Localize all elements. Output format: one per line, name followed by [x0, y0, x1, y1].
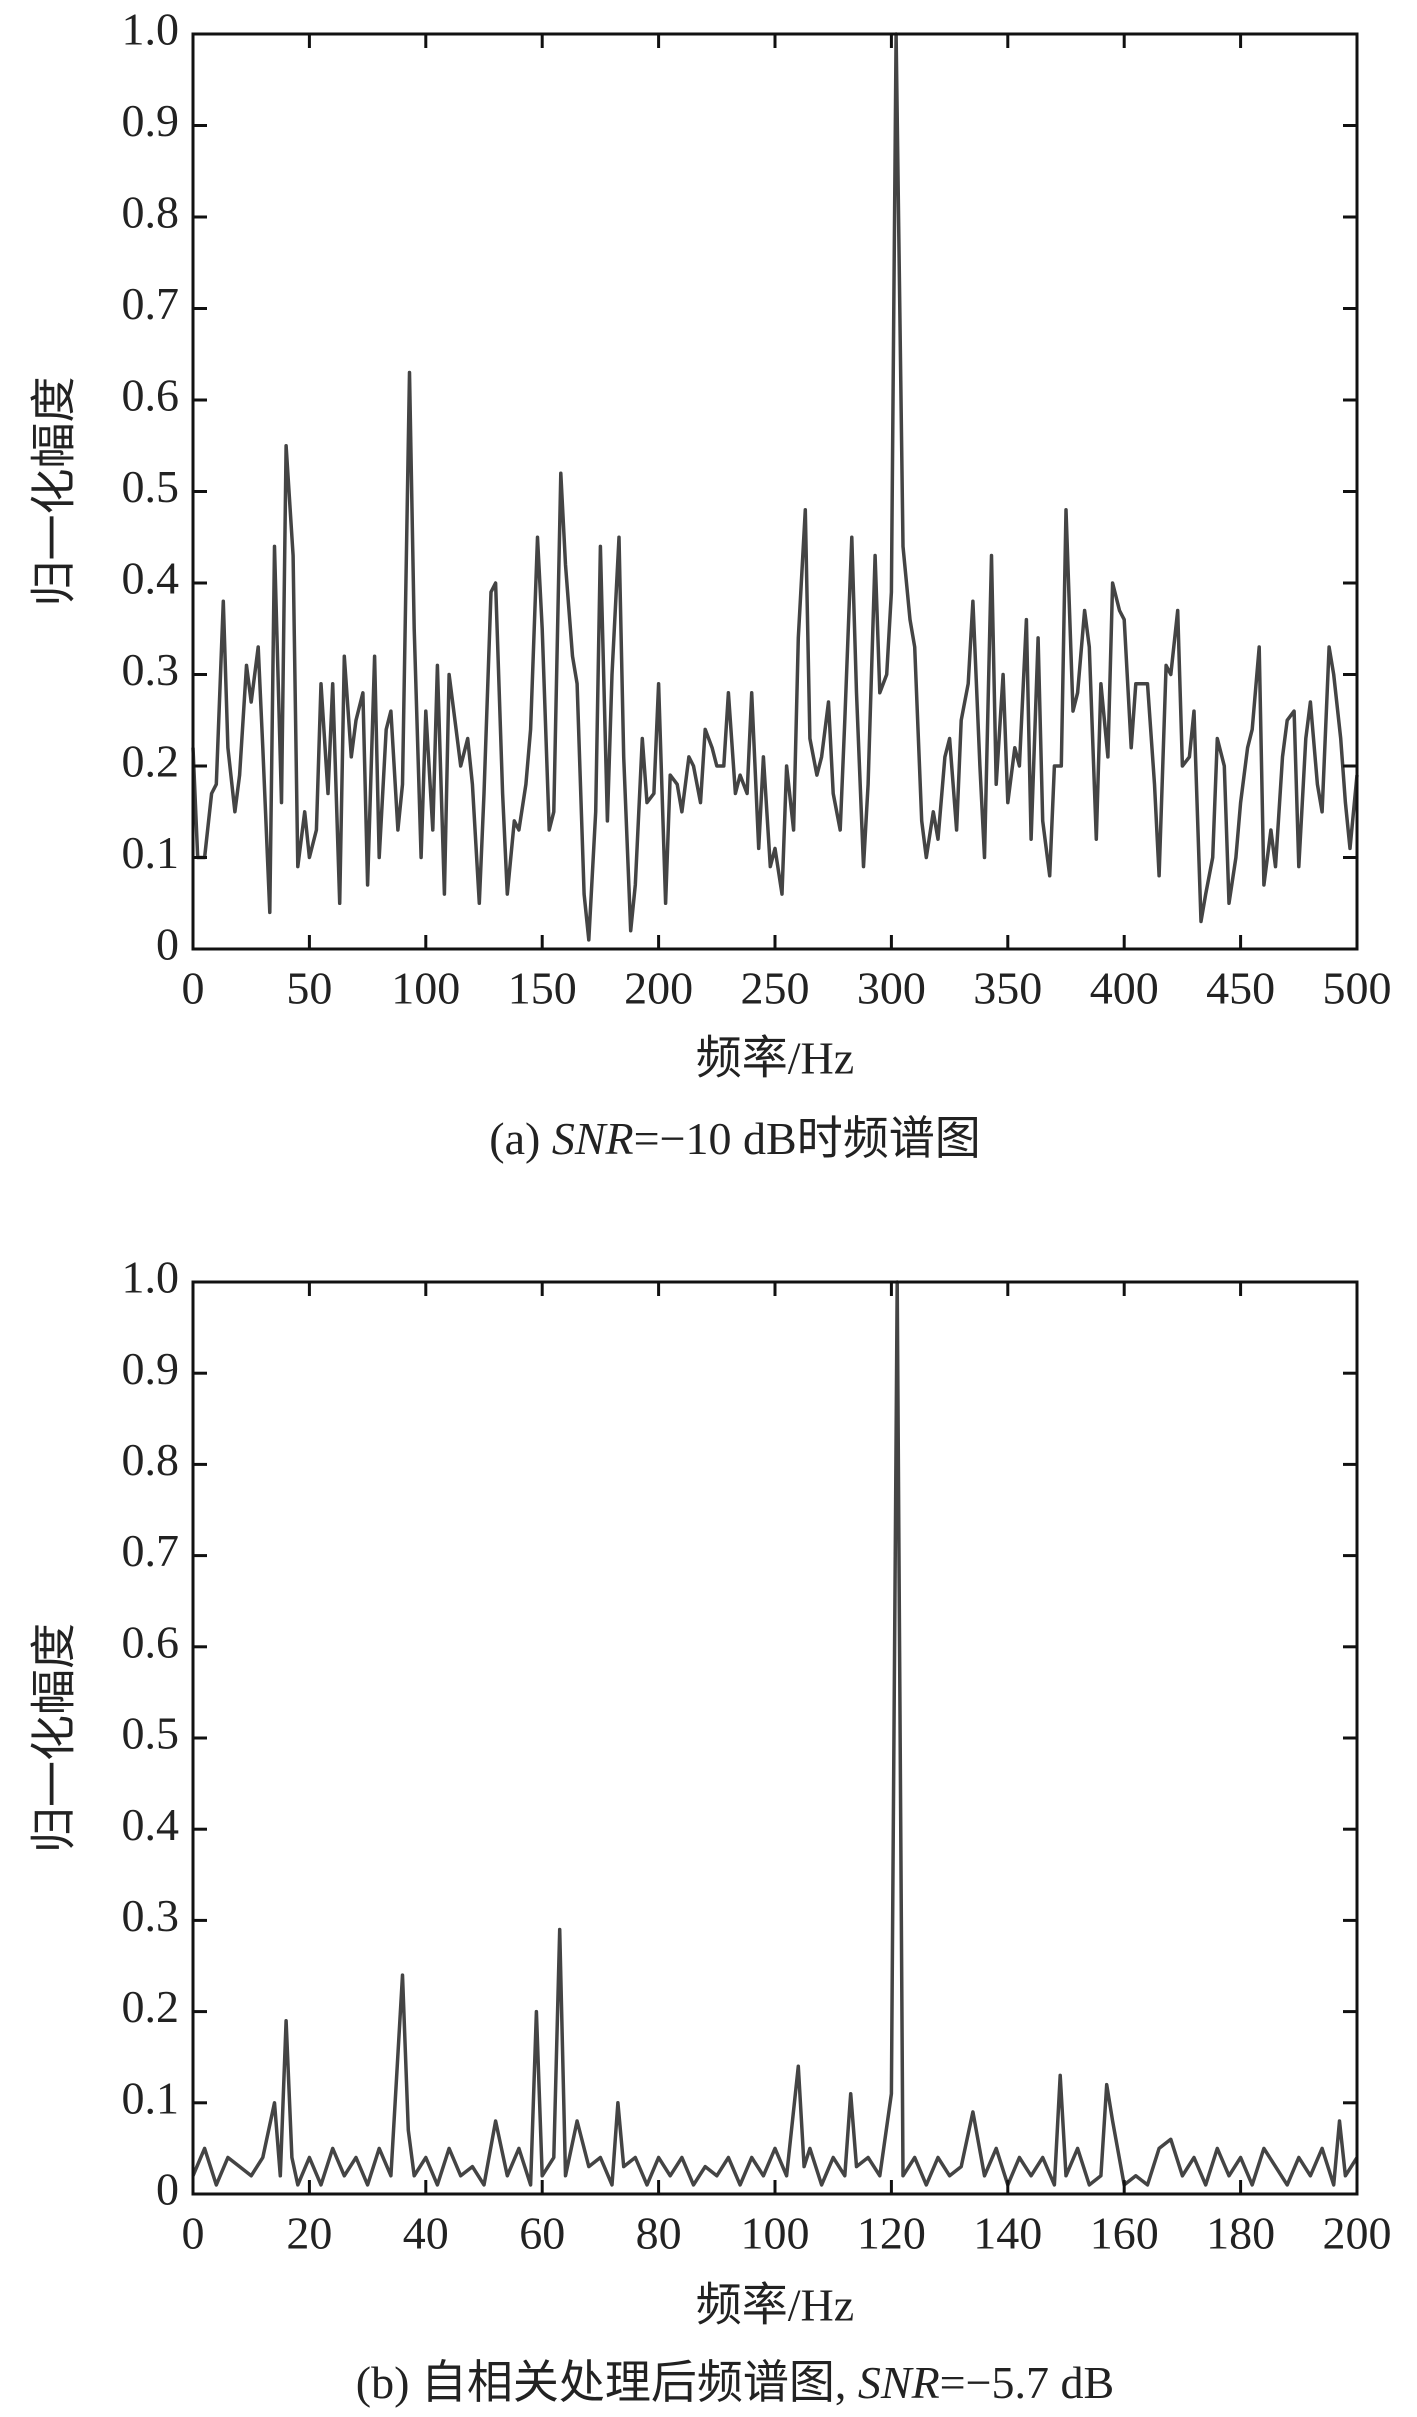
y-axis-label: 归一化幅度 — [29, 377, 80, 607]
y-tick-label: 0.3 — [122, 1890, 180, 1941]
y-tick-label: 1.0 — [122, 4, 180, 55]
plot-frame — [191, 1280, 1359, 2196]
y-tick-label: 0.5 — [122, 1708, 180, 1759]
x-tick-label: 180 — [1206, 2208, 1275, 2259]
y-tick-label: 0.9 — [122, 1343, 180, 1394]
y-tick-label: 0.7 — [122, 1525, 180, 1576]
x-tick-label: 200 — [1323, 2208, 1392, 2259]
x-tick-label: 400 — [1090, 963, 1159, 1014]
plot-frame — [191, 32, 1359, 951]
x-axis-label: 频率/Hz — [696, 2280, 854, 2331]
x-tick-label: 300 — [857, 963, 926, 1014]
x-tick-label: 0 — [182, 2208, 205, 2259]
caption-part: SNR — [552, 1113, 634, 1164]
caption-part: (a) — [489, 1113, 552, 1164]
x-tick-label: 140 — [973, 2208, 1042, 2259]
spectrum-line — [191, 32, 1359, 942]
x-tick-label: 160 — [1090, 2208, 1159, 2259]
x-tick-label: 200 — [624, 963, 693, 1014]
y-tick-label: 0.4 — [122, 1799, 180, 1850]
y-tick-label: 0 — [156, 2164, 179, 2215]
x-tick-label: 150 — [508, 963, 577, 1014]
y-tick-label: 0.6 — [122, 1616, 180, 1667]
y-tick-label: 0.2 — [122, 736, 180, 787]
y-tick-label: 0.5 — [122, 461, 180, 512]
y-axis-label: 归一化幅度 — [29, 1623, 80, 1853]
y-tick-label: 0.6 — [122, 370, 180, 421]
x-tick-label: 80 — [636, 2208, 682, 2259]
y-tick-label: 0.1 — [122, 827, 180, 878]
y-tick-label: 0 — [156, 919, 179, 970]
caption-part: (b) 自相关处理后频谱图, — [356, 2357, 858, 2408]
x-tick-label: 120 — [857, 2208, 926, 2259]
x-tick-label: 350 — [973, 963, 1042, 1014]
y-tick-label: 0.9 — [122, 95, 180, 146]
y-tick-label: 0.3 — [122, 644, 180, 695]
caption-part: SNR — [858, 2357, 940, 2408]
caption-part: =−10 dB时频谱图 — [634, 1113, 981, 1164]
chart-panel: 0 0.1 0.2 0.3 0.4 0.5 0.6 0.7 0.8 0.9 1.0 0 50 100 150… — [29, 4, 1392, 1164]
x-tick-label: 100 — [391, 963, 460, 1014]
y-tick-label: 1.0 — [122, 1252, 180, 1303]
x-tick-label: 40 — [403, 2208, 449, 2259]
x-tick-label: 60 — [519, 2208, 565, 2259]
x-tick-label: 450 — [1206, 963, 1275, 1014]
y-tick-label: 0.8 — [122, 1434, 180, 1485]
y-tick-label: 0.2 — [122, 1981, 180, 2032]
chart-panel: 0 0.1 0.2 0.3 0.4 0.5 0.6 0.7 0.8 0.9 1.0 0 20 40 60 80… — [29, 1252, 1392, 2408]
caption: (a) SNR=−10 dB时频谱图 — [489, 1113, 980, 1164]
x-tick-label: 50 — [286, 963, 332, 1014]
caption-part: =−5.7 dB — [940, 2357, 1115, 2408]
x-tick-label: 250 — [741, 963, 810, 1014]
x-tick-label: 100 — [741, 2208, 810, 2259]
y-tick-label: 0.4 — [122, 553, 180, 604]
x-tick-label: 500 — [1323, 963, 1392, 1014]
y-tick-label: 0.7 — [122, 278, 180, 329]
caption: (b) 自相关处理后频谱图, SNR=−5.7 dB — [356, 2357, 1115, 2408]
y-tick-label: 0.8 — [122, 187, 180, 238]
y-tick-label: 0.1 — [122, 2072, 180, 2123]
spectrum-line — [191, 1280, 1359, 2187]
x-tick-label: 20 — [286, 2208, 332, 2259]
x-tick-label: 0 — [182, 963, 205, 1014]
x-axis-label: 频率/Hz — [696, 1033, 854, 1084]
